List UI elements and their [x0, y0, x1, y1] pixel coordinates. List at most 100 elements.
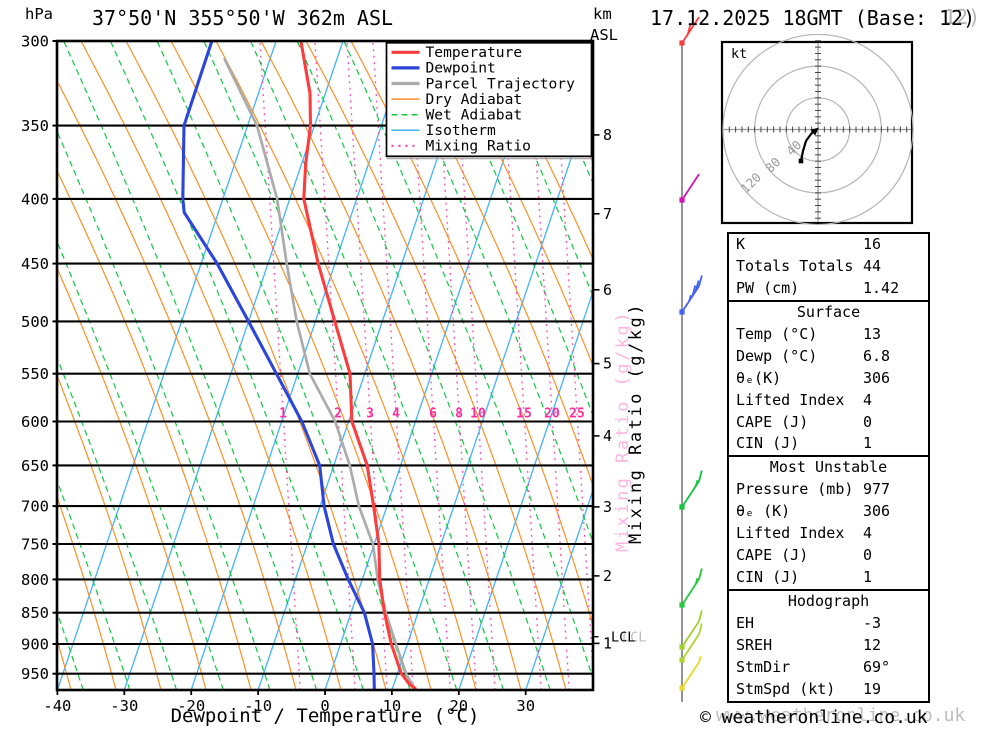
row-value: 1.42: [863, 278, 900, 297]
row-label: PW (cm): [736, 278, 800, 297]
dewpoint-curve: [181, 41, 376, 690]
svg-text:3: 3: [603, 498, 612, 516]
table-row: CIN (J) 1: [729, 567, 928, 589]
table-row: Totals Totals 44: [729, 256, 928, 278]
lcl-label: LCL: [611, 630, 635, 646]
svg-text:Mixing Ratio: Mixing Ratio: [426, 138, 531, 155]
row-label: θₑ (K): [736, 502, 791, 521]
wind-barb-column: [679, 8, 705, 702]
svg-text:4: 4: [603, 427, 612, 445]
svg-text:15: 15: [516, 407, 532, 422]
row-value: 16: [863, 235, 882, 253]
row-value: 44: [863, 256, 882, 275]
row-label: EH: [736, 613, 755, 632]
table-row: θₑ (K) 306: [729, 501, 928, 523]
row-value: 19: [863, 679, 882, 698]
row-value: 4: [863, 524, 873, 543]
row-label: StmDir: [736, 657, 791, 676]
row-value: 13: [863, 324, 882, 343]
datetime-title: 17.12.2025 18GMT (Base: 12): [650, 6, 976, 30]
svg-text:600: 600: [21, 413, 49, 431]
table-row: StmSpd (kt) 19: [729, 679, 928, 701]
row-value: 6.8: [863, 346, 891, 365]
table-section-header: Surface: [796, 302, 861, 321]
row-value: 12: [863, 635, 882, 654]
svg-text:0: 0: [320, 697, 329, 715]
svg-text:Dewpoint: Dewpoint: [426, 60, 496, 77]
svg-text:7: 7: [603, 205, 612, 223]
x-axis-title: Dewpoint / Temperature (°C): [170, 705, 480, 727]
wind-barb: [679, 610, 703, 650]
asl-axis-label: ASL: [590, 26, 618, 44]
table-row: CIN (J) 1: [729, 433, 928, 455]
row-label: SREH: [736, 635, 773, 654]
row-value: 0: [863, 546, 873, 565]
table-row: Pressure (mb) 977: [729, 479, 928, 501]
svg-text:750: 750: [21, 536, 49, 554]
row-value: 69°: [863, 657, 891, 676]
row-value: 1: [863, 568, 873, 587]
svg-text:2: 2: [334, 407, 342, 422]
svg-text:700: 700: [21, 498, 49, 516]
row-label: CIN (J): [736, 434, 800, 453]
copyright-ghost-text: www.weatheronline.co.uk: [716, 705, 966, 726]
row-label: Lifted Index: [736, 390, 845, 409]
table-row: SREH 12: [729, 635, 928, 657]
km-axis-label: km: [593, 5, 612, 23]
wind-barb: [679, 568, 703, 608]
table-section: Most Unstable Pressure (mb) 977 θₑ (K) 306 Li…: [729, 455, 928, 589]
table-section-header: Most Unstable: [769, 458, 888, 477]
skewt-background-lines: [57, 41, 593, 690]
svg-text:8: 8: [603, 126, 612, 144]
table-section: Hodograph EH -3 SREH 12 StmDir 69° StmSpd (kt) 1…: [729, 589, 928, 701]
svg-text:400: 400: [21, 190, 49, 208]
table-row: Lifted Index 4: [729, 390, 928, 412]
svg-text:8: 8: [455, 407, 463, 422]
svg-text:-30: -30: [110, 697, 138, 715]
svg-text:6: 6: [429, 407, 437, 422]
temperature-curve: [299, 41, 417, 690]
svg-text:450: 450: [21, 255, 49, 273]
row-label: Pressure (mb): [736, 480, 854, 499]
svg-text:10: 10: [470, 407, 486, 422]
wind-barb: [679, 8, 705, 46]
table-row: θₑ(K) 306: [729, 368, 928, 390]
wind-barb: [679, 655, 702, 691]
svg-text:Isotherm: Isotherm: [426, 122, 497, 139]
svg-text:-20: -20: [177, 697, 205, 715]
svg-text:850: 850: [21, 604, 49, 622]
table-row: EH -3: [729, 613, 928, 635]
row-value: 977: [863, 480, 891, 499]
wind-barb: [679, 470, 703, 510]
svg-text:30: 30: [516, 697, 535, 715]
svg-text:Temperature: Temperature: [426, 44, 523, 61]
svg-text:950: 950: [21, 665, 49, 683]
svg-text:Dry Adiabat: Dry Adiabat: [426, 91, 523, 108]
row-label: Totals Totals: [736, 256, 854, 275]
station-title: 37°50'N 355°50'W 362m ASL: [92, 6, 394, 30]
row-label: Temp (°C): [736, 324, 818, 343]
row-value: 1: [863, 434, 873, 453]
table-row: CAPE (J) 0: [729, 545, 928, 567]
svg-text:Parcel Trajectory: Parcel Trajectory: [426, 75, 576, 92]
data-tables: K 16 Totals Totals 44 PW (cm) 1.42 Surface Temp…: [727, 232, 930, 703]
svg-text:350: 350: [21, 117, 49, 135]
svg-text:20: 20: [544, 407, 560, 422]
svg-text:900: 900: [21, 636, 49, 654]
mixing-axis-ghost-label: Mixing Ratio (g/kg): [613, 310, 633, 552]
datetime-ghost-text: 12): [944, 5, 981, 29]
row-label: CAPE (J): [736, 412, 809, 431]
svg-text:5: 5: [603, 355, 612, 373]
svg-text:20: 20: [449, 697, 468, 715]
svg-text:-40: -40: [43, 697, 71, 715]
table-row: PW (cm) 1.42: [729, 278, 928, 300]
copyright-text: © weatheronline.co.uk: [700, 707, 928, 728]
hodograph-unit-label: kt: [731, 46, 747, 62]
row-value: 306: [863, 368, 891, 387]
svg-text:800: 800: [21, 571, 49, 589]
table-section: K 16 Totals Totals 44 PW (cm) 1.42: [729, 234, 928, 300]
svg-text:1: 1: [603, 634, 612, 652]
row-label: CAPE (J): [736, 546, 809, 565]
